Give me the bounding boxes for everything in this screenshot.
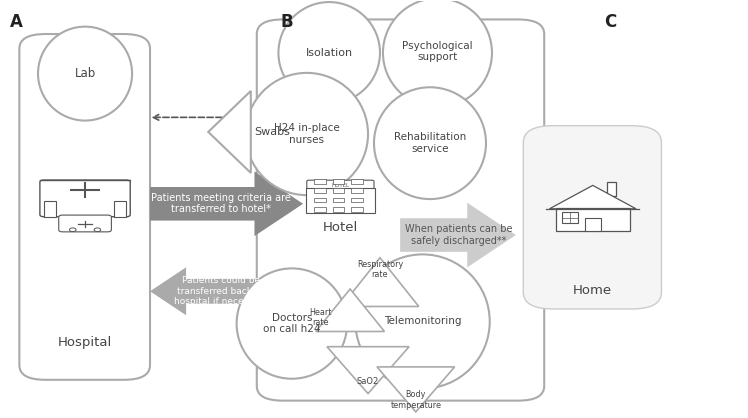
Text: A: A: [10, 13, 23, 31]
Bar: [333, 189, 345, 193]
Bar: [333, 206, 345, 212]
Bar: [306, 189, 375, 213]
Text: Psychological
support: Psychological support: [402, 41, 473, 62]
Text: Home: Home: [573, 284, 613, 297]
Text: B: B: [280, 13, 293, 31]
Polygon shape: [150, 268, 295, 315]
Bar: [352, 198, 364, 202]
Polygon shape: [377, 367, 455, 412]
Ellipse shape: [236, 268, 347, 379]
Text: Body
temperature: Body temperature: [390, 390, 441, 410]
Ellipse shape: [278, 2, 380, 104]
Ellipse shape: [374, 87, 486, 199]
Polygon shape: [150, 171, 303, 236]
Bar: [313, 179, 325, 184]
Polygon shape: [327, 347, 409, 394]
Polygon shape: [400, 203, 516, 268]
Bar: [352, 179, 364, 184]
Circle shape: [70, 228, 76, 232]
Ellipse shape: [38, 27, 132, 120]
Text: Rehabilitation
service: Rehabilitation service: [394, 133, 466, 154]
FancyBboxPatch shape: [19, 34, 150, 380]
Text: H24 in-place
nurses: H24 in-place nurses: [274, 123, 340, 145]
Polygon shape: [316, 289, 384, 331]
Text: When patients can be
safely discharged**: When patients can be safely discharged**: [405, 224, 512, 246]
Bar: [352, 206, 364, 212]
Text: Lab: Lab: [75, 67, 96, 80]
Bar: [44, 201, 56, 217]
Bar: [352, 189, 364, 193]
Bar: [333, 179, 345, 184]
Text: Patients meeting criteria are
transferred to hotel*: Patients meeting criteria are transferre…: [151, 193, 291, 214]
Text: Respiratory
rate: Respiratory rate: [357, 260, 403, 279]
Text: HOTEL: HOTEL: [331, 183, 349, 188]
Bar: [333, 198, 345, 202]
Bar: [556, 208, 630, 231]
Text: Swabs: Swabs: [254, 127, 290, 137]
Bar: [585, 218, 601, 231]
Polygon shape: [550, 185, 636, 209]
Text: C: C: [604, 13, 616, 31]
Bar: [313, 206, 325, 212]
Ellipse shape: [355, 255, 490, 389]
FancyBboxPatch shape: [524, 126, 661, 309]
FancyBboxPatch shape: [307, 180, 374, 191]
FancyBboxPatch shape: [40, 180, 130, 217]
Text: SaO2: SaO2: [357, 377, 379, 385]
Text: Patients could be
transferred back to
hospital if necessary: Patients could be transferred back to ho…: [174, 276, 268, 306]
Bar: [313, 198, 325, 202]
Text: Telemonitoring: Telemonitoring: [384, 316, 462, 326]
Text: Hospital: Hospital: [58, 336, 112, 349]
Bar: [114, 201, 126, 217]
Text: Isolation: Isolation: [306, 48, 353, 58]
Text: Doctors
on call h24: Doctors on call h24: [263, 313, 321, 334]
Circle shape: [94, 228, 101, 232]
Polygon shape: [341, 258, 419, 306]
Ellipse shape: [383, 0, 492, 107]
Bar: [313, 189, 325, 193]
Polygon shape: [208, 91, 251, 173]
Bar: [562, 212, 578, 223]
FancyBboxPatch shape: [257, 20, 545, 400]
Ellipse shape: [245, 73, 368, 195]
FancyBboxPatch shape: [59, 215, 111, 232]
Text: Hotel: Hotel: [323, 221, 358, 234]
Bar: [607, 183, 616, 196]
Text: Heart
rate: Heart rate: [309, 308, 331, 327]
